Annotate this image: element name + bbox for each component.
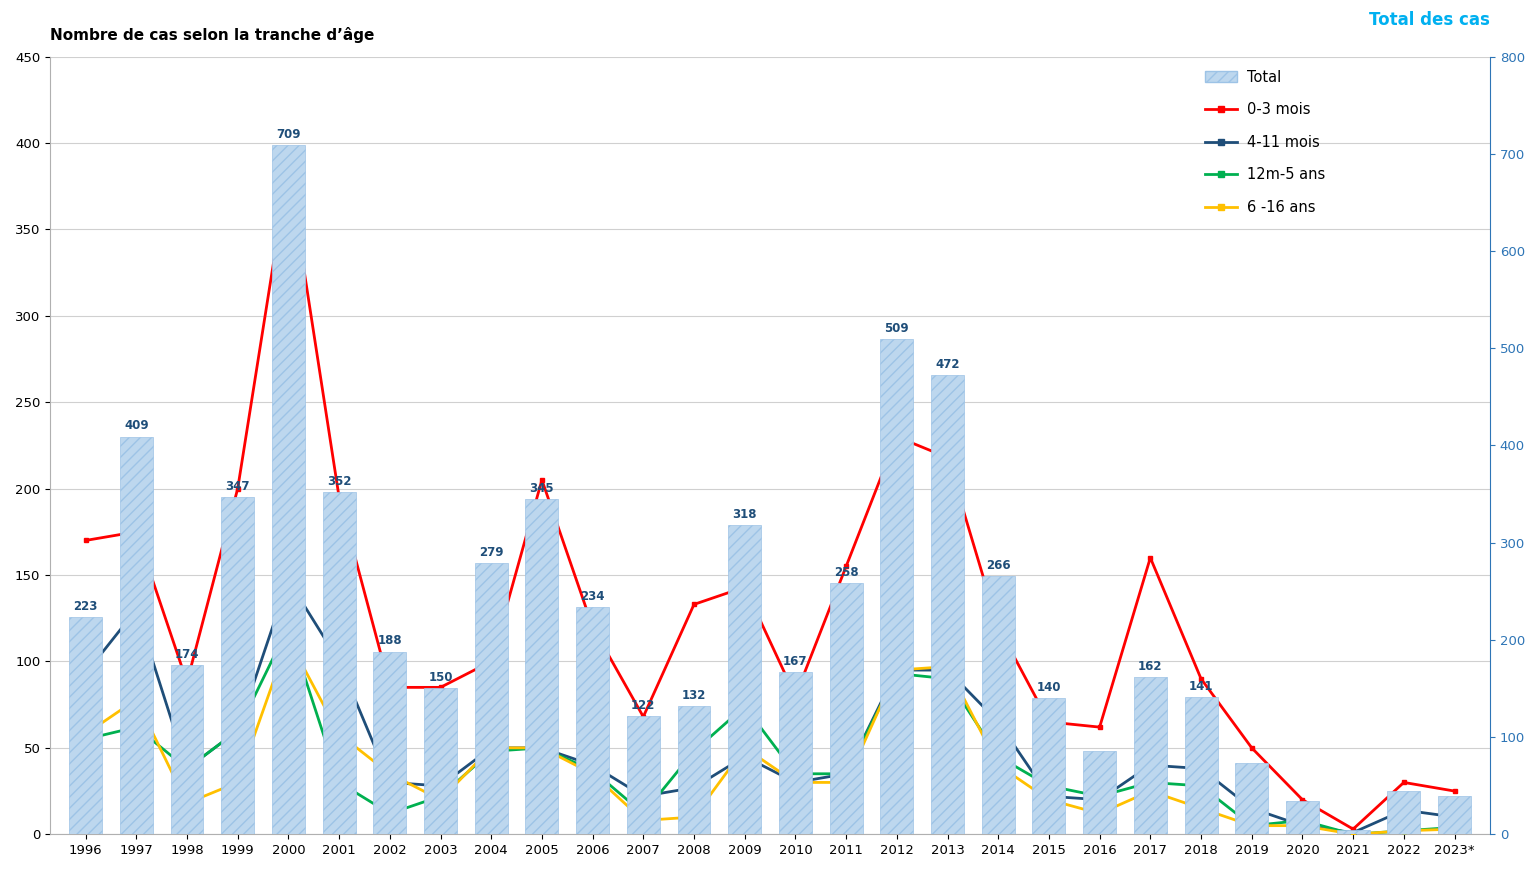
Bar <box>424 689 457 835</box>
Bar <box>1083 751 1116 835</box>
Bar <box>627 716 659 835</box>
Text: 162: 162 <box>1138 659 1163 672</box>
Text: 409: 409 <box>125 419 148 433</box>
Text: 472: 472 <box>935 358 959 371</box>
Bar <box>678 706 710 835</box>
Bar <box>1388 791 1420 835</box>
Text: 140: 140 <box>1036 681 1061 694</box>
Text: 318: 318 <box>733 508 758 521</box>
Text: 132: 132 <box>682 689 707 702</box>
Text: 223: 223 <box>74 600 97 613</box>
Legend: Total, 0-3 mois, 4-11 mois, 12m-5 ans, 6 -16 ans: Total, 0-3 mois, 4-11 mois, 12m-5 ans, 6… <box>1200 64 1332 221</box>
Text: 141: 141 <box>1189 680 1214 693</box>
Bar <box>1235 763 1269 835</box>
Bar <box>474 563 508 835</box>
Bar <box>576 607 610 835</box>
Text: Nombre de cas selon la tranche d’âge: Nombre de cas selon la tranche d’âge <box>51 27 374 43</box>
Bar <box>222 497 254 835</box>
Bar <box>932 375 964 835</box>
Text: 174: 174 <box>174 648 199 661</box>
Bar <box>373 651 407 835</box>
Bar <box>981 576 1015 835</box>
Bar <box>728 525 761 835</box>
Text: 266: 266 <box>986 558 1010 571</box>
Bar <box>1032 698 1066 835</box>
Bar <box>120 437 152 835</box>
Text: 150: 150 <box>428 671 453 685</box>
Text: 709: 709 <box>276 128 300 140</box>
Text: 279: 279 <box>479 546 504 559</box>
Bar <box>881 339 913 835</box>
Bar <box>1286 801 1318 835</box>
Text: 352: 352 <box>326 475 351 488</box>
Bar <box>1184 698 1218 835</box>
Text: 345: 345 <box>530 481 554 494</box>
Bar <box>171 665 203 835</box>
Text: 122: 122 <box>631 698 656 712</box>
Bar <box>69 617 102 835</box>
Bar <box>779 672 812 835</box>
Text: 347: 347 <box>225 480 249 493</box>
Text: 188: 188 <box>377 634 402 647</box>
Bar <box>525 499 559 835</box>
Text: 258: 258 <box>833 566 858 579</box>
Bar <box>1438 796 1471 835</box>
Text: 167: 167 <box>784 655 807 668</box>
Bar <box>1133 677 1167 835</box>
Bar <box>273 145 305 835</box>
Bar <box>830 583 862 835</box>
Text: 509: 509 <box>884 323 909 335</box>
Bar <box>322 492 356 835</box>
Text: Total des cas: Total des cas <box>1369 11 1491 30</box>
Text: 234: 234 <box>581 589 605 603</box>
Bar <box>1337 830 1369 835</box>
